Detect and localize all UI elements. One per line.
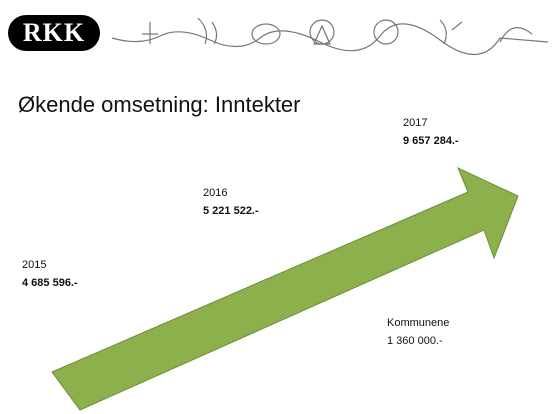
amount: 4 685 596.- <box>22 274 78 292</box>
note-label: Kommunene <box>387 314 449 332</box>
icon-strip <box>112 18 548 55</box>
slide-title: Økende omsetning: Inntekter <box>18 92 301 118</box>
year-label: 2017 <box>403 114 427 132</box>
slide: RKK Økende omsetning: Inntekter 2015 4 6… <box>0 0 552 414</box>
year-label: 2015 <box>22 256 46 274</box>
amount: 5 221 522.- <box>203 202 259 220</box>
logo: RKK <box>8 15 100 51</box>
decoration <box>0 0 552 414</box>
amount: 9 657 284.- <box>403 132 459 150</box>
note-amount: 1 360 000.- <box>387 332 443 350</box>
year-label: 2016 <box>203 184 227 202</box>
growth-arrow <box>52 168 518 410</box>
